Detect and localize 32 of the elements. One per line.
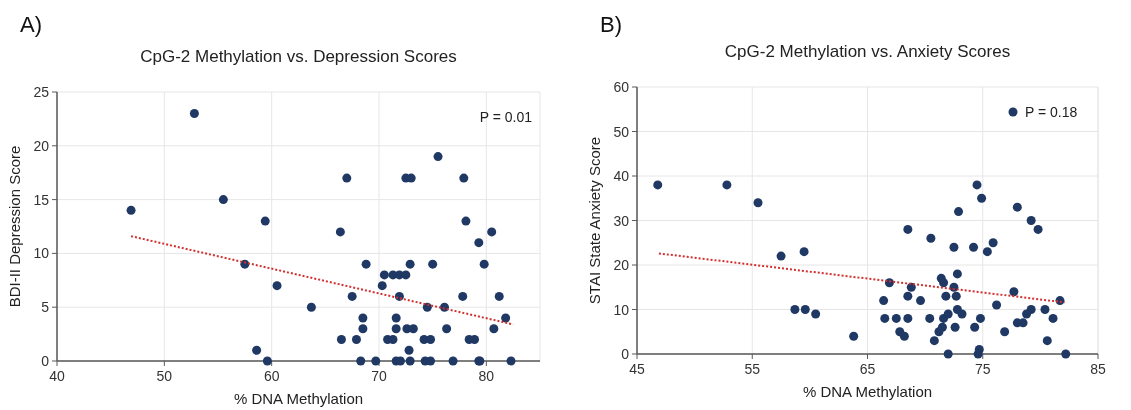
x-tick-label: 85: [1090, 361, 1106, 377]
y-tick-label: 0: [621, 346, 630, 362]
chart-title: CpG-2 Methylation vs. Depression Scores: [140, 47, 457, 66]
legend-label: P = 0.18: [1025, 104, 1078, 120]
y-axis-title: STAI State Anxiety Score: [586, 136, 603, 305]
chart-title: CpG-2 Methylation vs. Anxiety Scores: [724, 42, 1011, 61]
y-tick-label: 60: [613, 79, 630, 95]
x-tick-label: 65: [859, 361, 876, 377]
annotation: P = 0.01: [479, 109, 533, 125]
x-tick-label: 75: [974, 361, 991, 377]
text: B): [600, 12, 622, 37]
y-tick-label: 15: [33, 191, 50, 208]
y-tick-label: 50: [613, 123, 630, 140]
y-tick-label: 30: [613, 212, 630, 229]
x-axis-title: % DNA Methylation: [802, 383, 933, 400]
x-tick-label: 55: [744, 361, 761, 377]
y-axis-title: BDI-II Depression Score: [6, 145, 23, 308]
y-tick-label: 25: [33, 84, 50, 100]
y-tick-label: 5: [41, 299, 50, 316]
y-tick-label: 10: [613, 301, 630, 318]
text: A): [20, 12, 42, 37]
x-tick-label: 70: [371, 368, 387, 384]
y-tick-label: 20: [613, 257, 630, 273]
x-tick-label: 60: [263, 368, 280, 384]
x-tick-label: 45: [629, 361, 645, 377]
x-tick-label: 80: [478, 368, 495, 384]
y-tick-label: 40: [613, 168, 630, 184]
x-tick-label: 50: [156, 368, 173, 384]
y-tick-label: 0: [41, 353, 50, 369]
x-axis-title: % DNA Methylation: [233, 390, 364, 407]
y-tick-label: 10: [33, 245, 50, 262]
y-tick-label: 20: [33, 137, 50, 154]
